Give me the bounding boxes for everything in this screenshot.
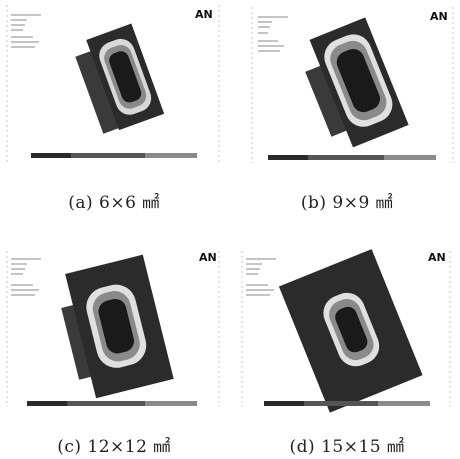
logo-text: AN — [199, 251, 217, 264]
panel-b: AN — [238, 3, 456, 171]
legend-text-block — [258, 16, 288, 52]
plate-shape — [75, 23, 165, 134]
plate-shape — [61, 254, 174, 399]
contour-plot-a: AN — [6, 5, 220, 163]
panel-a: AN — [5, 3, 223, 171]
logo-text: AN — [428, 251, 446, 264]
legend-text-block — [246, 258, 276, 296]
caption-d: (d) 15×15 ㎟ — [289, 437, 405, 457]
color-legend-bar — [264, 401, 430, 406]
plate-shape — [278, 249, 423, 413]
panel-c: AN — [5, 247, 223, 415]
contour-plot-d: AN — [241, 249, 451, 413]
caption-c: (c) 12×12 ㎟ — [57, 437, 171, 457]
panel-d: AN — [238, 247, 456, 415]
logo-text: AN — [430, 10, 448, 23]
contour-plot-c: AN — [6, 251, 220, 407]
legend-text-block — [11, 258, 41, 296]
plate-shape — [305, 17, 409, 148]
legend-text-block — [11, 14, 41, 48]
color-legend-bar — [31, 153, 197, 158]
caption-a: (a) 6×6 ㎟ — [68, 193, 160, 213]
logo-text: AN — [195, 8, 213, 21]
color-legend-bar — [268, 155, 436, 160]
color-legend-bar — [27, 401, 197, 406]
caption-b: (b) 9×9 ㎟ — [300, 193, 394, 213]
contour-plot-b: AN — [251, 7, 454, 163]
